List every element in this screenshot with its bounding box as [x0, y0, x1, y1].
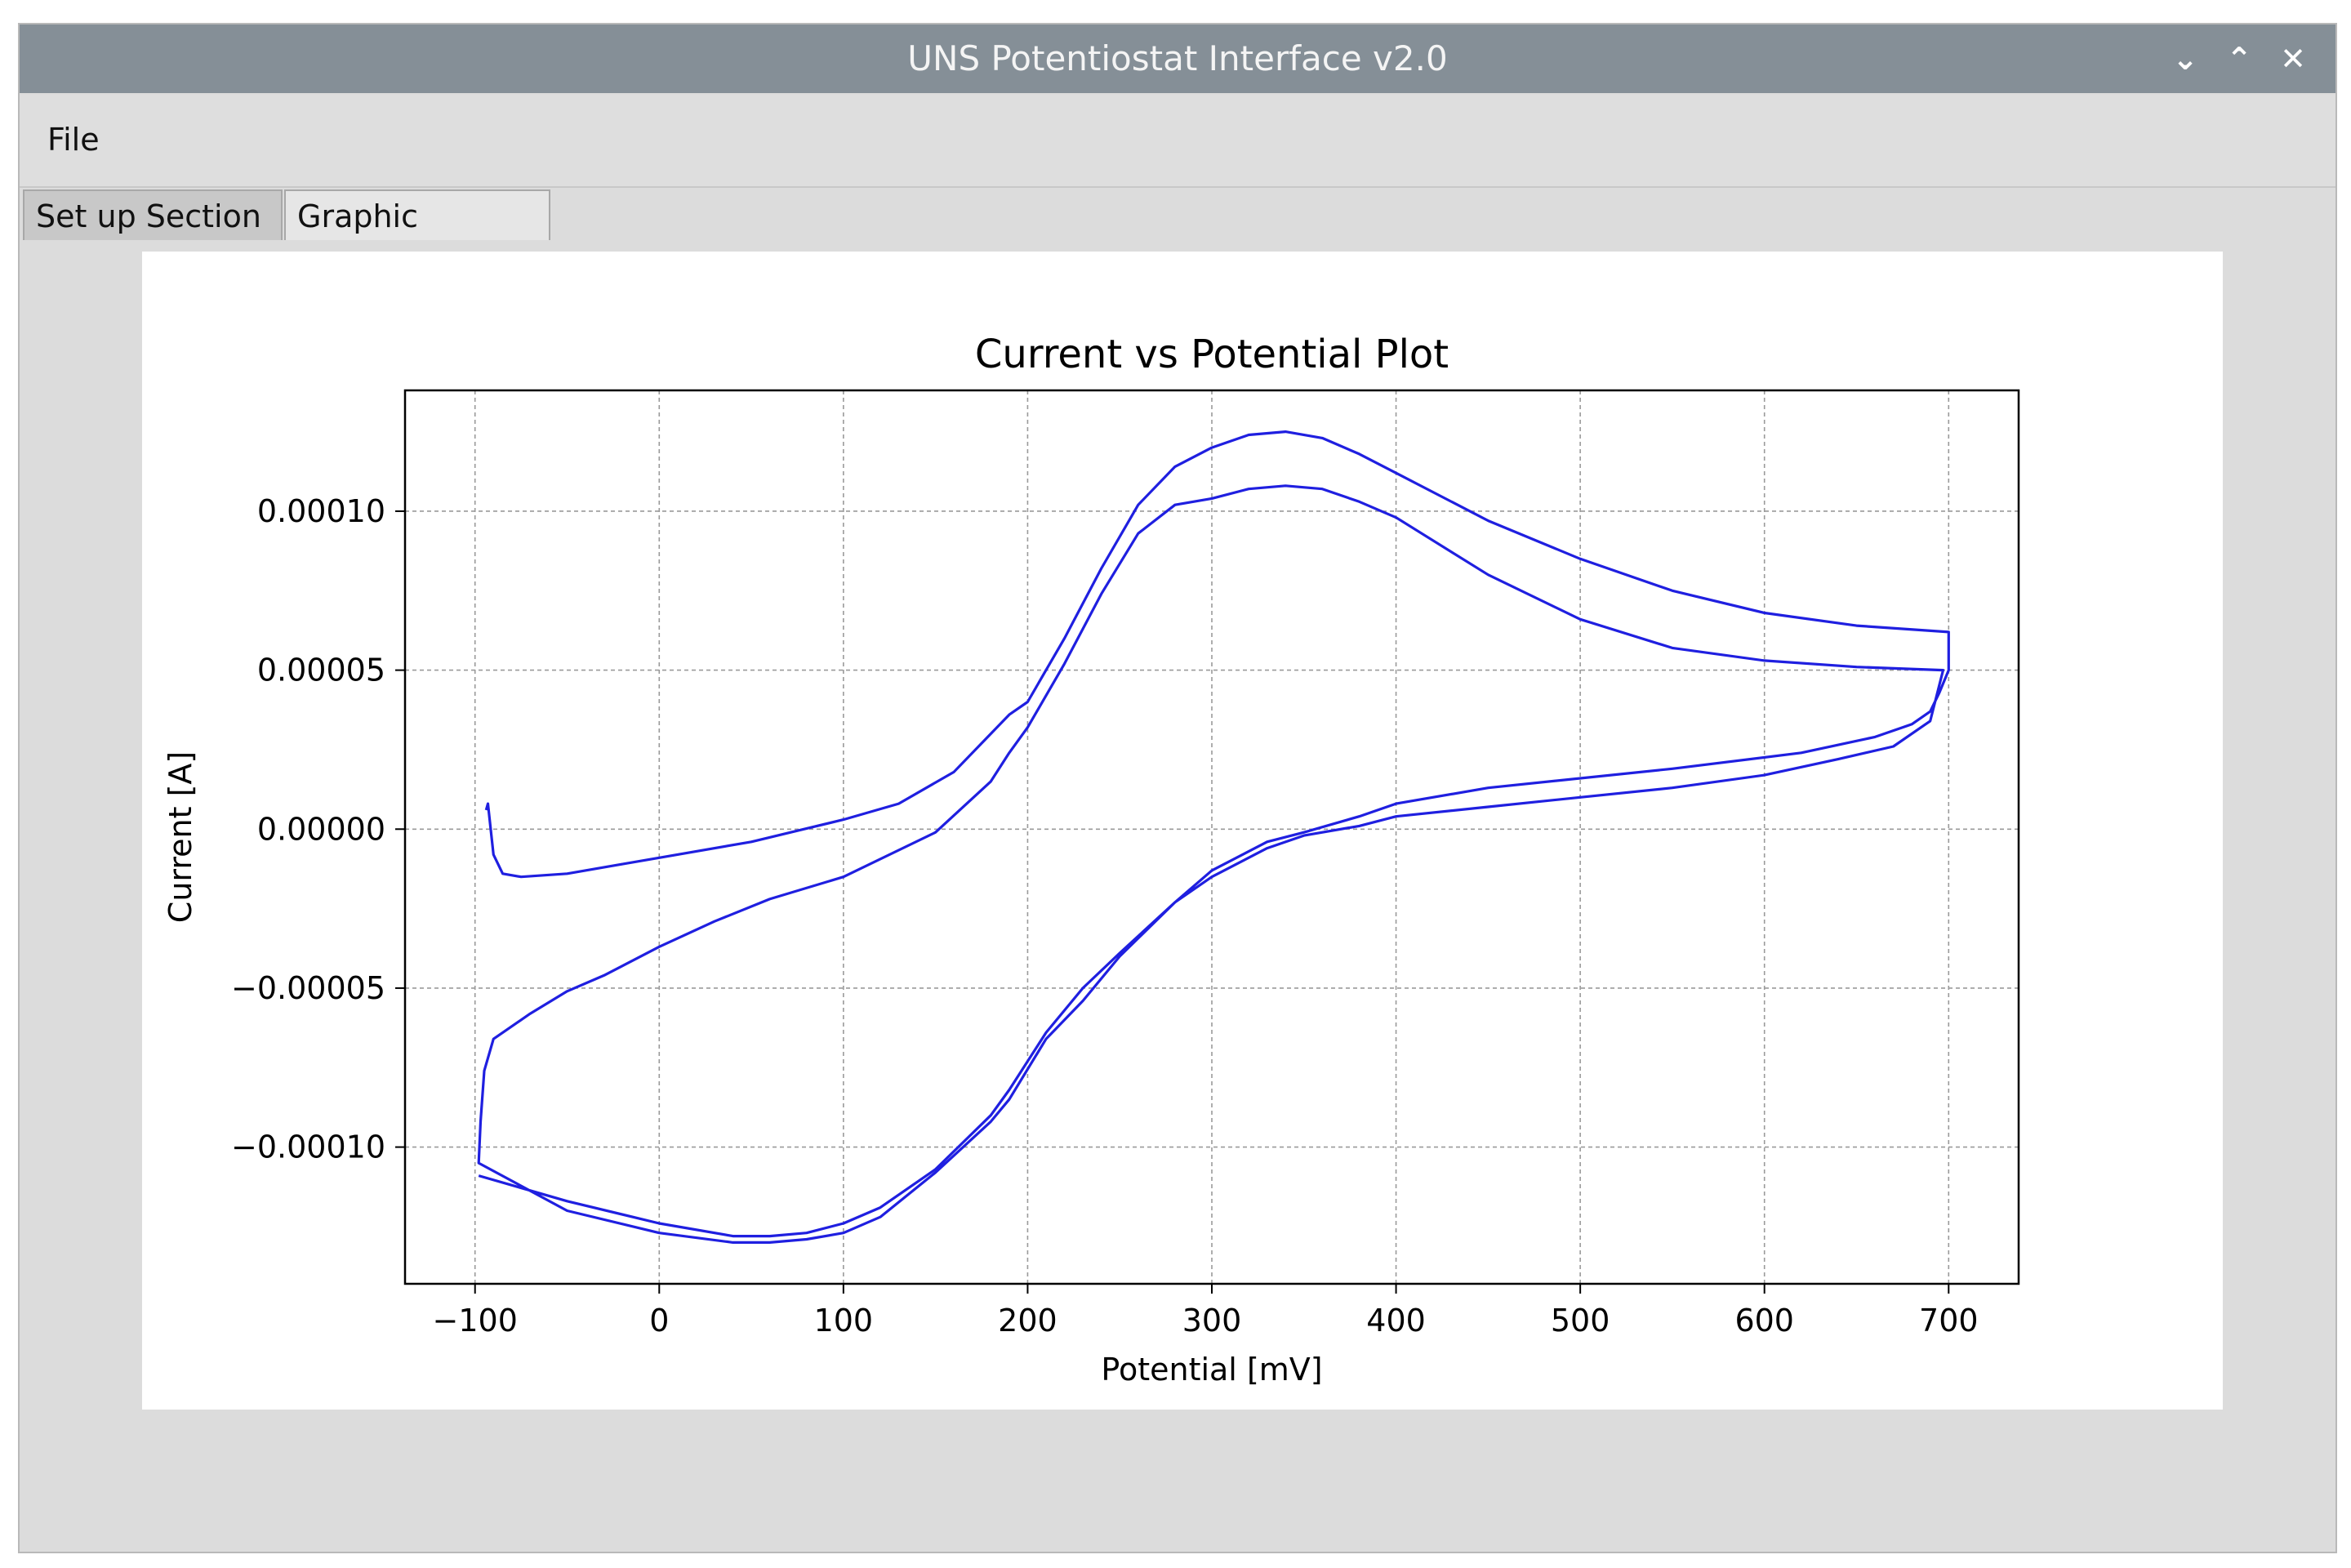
series-layer — [477, 430, 1950, 1245]
tab-graphic-section[interactable]: Graphic Section — [284, 189, 550, 285]
cv-chart: −100 0 100 200 300 400 500 600 700 −0.00010 −0.000… — [163, 332, 2020, 1388]
y-tick-label: −0.00010 — [231, 1129, 385, 1165]
minimize-icon[interactable]: ⌄ — [2172, 41, 2198, 77]
x-tick-label: 400 — [1366, 1303, 1426, 1339]
title-bar[interactable]: UNS Potentiostat Interface v2.0 ⌄ ⌃ ✕ — [20, 24, 2335, 93]
y-tick-label: 0.00000 — [257, 811, 385, 847]
y-tick-label: 0.00010 — [257, 493, 385, 529]
menu-bar: File — [20, 95, 2335, 188]
y-axis-label: Current [A] — [163, 751, 198, 923]
app-window: UNS Potentiostat Interface v2.0 ⌄ ⌃ ✕ Fi… — [18, 23, 2337, 1553]
x-tick-label: 0 — [649, 1303, 669, 1339]
x-tick-label: 600 — [1734, 1303, 1794, 1339]
x-tick-label: 200 — [998, 1303, 1058, 1339]
y-tick-label: −0.00005 — [231, 970, 385, 1006]
graphic-section-panel: −100 0 100 200 300 400 500 600 700 −0.00010 −0.000… — [26, 243, 2331, 1550]
plot-canvas: −100 0 100 200 300 400 500 600 700 −0.00010 −0.000… — [142, 252, 2223, 1410]
x-tick-label: 300 — [1182, 1303, 1242, 1339]
x-tick-label: 500 — [1551, 1303, 1610, 1339]
x-tick-label: −100 — [433, 1303, 518, 1339]
x-tick-label: 100 — [814, 1303, 874, 1339]
series-line — [477, 430, 1950, 1245]
window-title: UNS Potentiostat Interface v2.0 — [907, 38, 1448, 78]
x-axis-label: Potential [mV] — [1101, 1352, 1322, 1388]
axis-ticks: −100 0 100 200 300 400 500 600 700 −0.00010 −0.000… — [231, 493, 1979, 1339]
grid-lines — [405, 390, 2019, 1284]
menu-file[interactable]: File — [47, 122, 100, 158]
close-icon[interactable]: ✕ — [2280, 41, 2306, 77]
y-tick-label: 0.00005 — [257, 653, 385, 688]
x-tick-label: 700 — [1919, 1303, 1979, 1339]
tab-setup-section[interactable]: Set up Section — [23, 189, 283, 240]
chart-title: Current vs Potential Plot — [975, 332, 1449, 377]
maximize-icon[interactable]: ⌃ — [2226, 41, 2252, 77]
